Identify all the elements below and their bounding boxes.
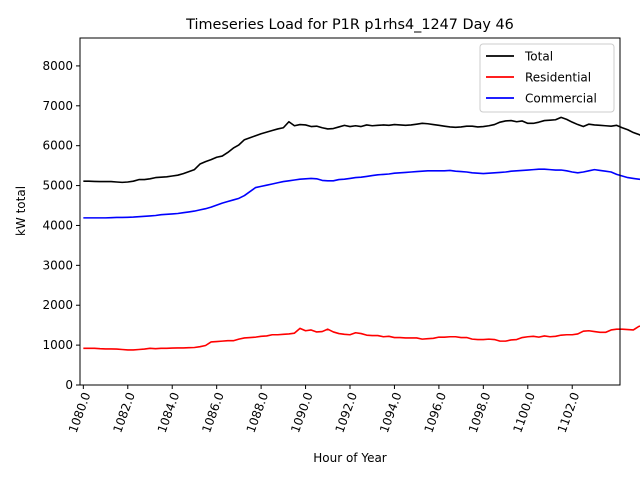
x-tick-label: 1088.0: [244, 390, 272, 434]
x-axis: 1080.0 1082.0 1084.0 1086.0 1088.0 1090.0 1092…: [66, 385, 582, 435]
chart-title: Timeseries Load for P1R p1rhs4_1247 Day …: [185, 17, 514, 33]
x-tick-label: 1098.0: [466, 390, 494, 434]
legend-label-commercial: Commercial: [525, 92, 597, 106]
x-tick-label: 1094.0: [377, 390, 405, 434]
y-axis: 0 1000 2000 3000 4000 5000 6000 7000 8000: [42, 59, 80, 392]
y-tick-label: 8000: [42, 59, 73, 73]
x-tick-label: 1090.0: [288, 390, 316, 434]
y-tick-label: 0: [65, 378, 73, 392]
legend-box: [479, 43, 615, 113]
y-tick-label: 7000: [42, 99, 73, 113]
x-tick-label: 1100.0: [510, 390, 538, 434]
x-tick-label: 1084.0: [155, 390, 183, 434]
x-tick-label: 1082.0: [110, 390, 138, 434]
y-tick-label: 4000: [42, 218, 73, 232]
series-line-commercial: [83, 168, 640, 219]
legend-label-total: Total: [524, 50, 553, 64]
series-layer: [83, 116, 640, 351]
x-tick-label: 1096.0: [421, 390, 449, 434]
x-tick-label: 1080.0: [66, 390, 94, 434]
y-tick-label: 5000: [42, 179, 73, 193]
y-tick-label: 6000: [42, 139, 73, 153]
x-tick-label: 1102.0: [555, 390, 583, 434]
x-axis-label: Hour of Year: [313, 451, 387, 465]
y-axis-label: kW total: [14, 186, 28, 236]
y-tick-label: 1000: [42, 338, 73, 352]
legend: Total Residential Commercial: [479, 43, 615, 113]
x-tick-label: 1086.0: [199, 390, 227, 434]
series-line-total: [83, 116, 640, 184]
legend-label-residential: Residential: [525, 71, 591, 85]
y-tick-label: 2000: [42, 298, 73, 312]
series-line-residential: [83, 325, 640, 351]
y-tick-label: 3000: [42, 258, 73, 272]
x-tick-label: 1092.0: [333, 390, 361, 434]
